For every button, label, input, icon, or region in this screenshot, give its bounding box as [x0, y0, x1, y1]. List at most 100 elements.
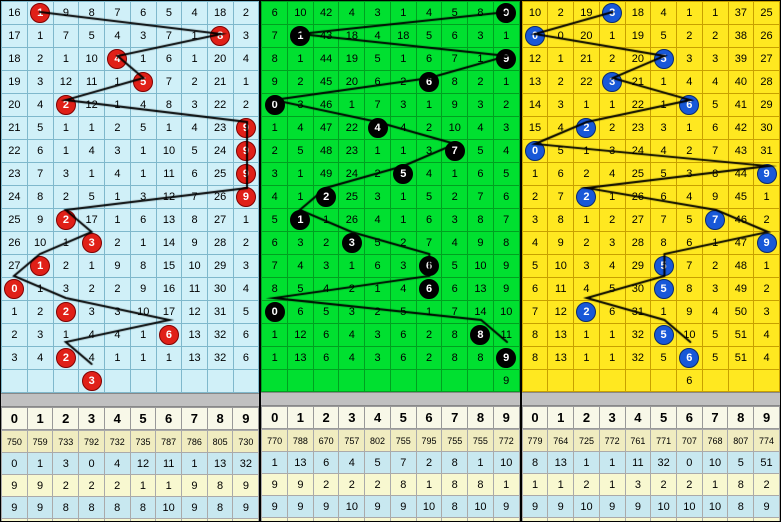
- main-cell: 4: [754, 347, 780, 370]
- stat-cell: 10: [416, 496, 442, 518]
- main-cell: 2: [390, 232, 416, 255]
- digit-header: 7: [182, 408, 208, 430]
- main-cell: 4: [702, 71, 728, 94]
- main-cell: 19: [2, 71, 28, 94]
- stat-cell: 51: [754, 452, 780, 474]
- digit-header: 3: [339, 407, 365, 429]
- stat-cell: 2: [574, 474, 600, 496]
- main-cell: 46: [728, 209, 754, 232]
- stat-cell: 805: [207, 431, 233, 453]
- stat-cell: 9: [2, 475, 28, 497]
- main-cell: 7: [262, 25, 288, 48]
- main-cell: 1: [156, 347, 182, 370]
- main-cell: 13: [468, 278, 494, 301]
- stat-cell: 9: [262, 496, 288, 518]
- main-cell: 2: [574, 186, 600, 209]
- stat-cell: 91: [339, 518, 365, 522]
- main-cell: 1: [79, 117, 105, 140]
- main-cell: 3: [130, 186, 156, 209]
- panel-ones: 1021931841137250020119522382612121220533…: [522, 1, 780, 522]
- main-cell: 3: [2, 347, 28, 370]
- trend-ball: 2: [56, 210, 76, 230]
- main-cell: [365, 370, 391, 392]
- trend-ball: 8: [210, 26, 230, 46]
- stat-cell: 0: [2, 453, 28, 475]
- main-cell: 26: [2, 232, 28, 255]
- main-cell: 3: [548, 94, 574, 117]
- main-cell: 5: [676, 209, 702, 232]
- main-cell: [442, 370, 468, 392]
- main-cell: 1: [702, 2, 728, 25]
- stat-cell: 74: [416, 518, 442, 522]
- stat-cell: 8: [468, 474, 494, 496]
- main-cell: 6: [416, 255, 442, 278]
- stat-cell: 1: [522, 474, 548, 496]
- stat-cell: 11: [625, 452, 651, 474]
- main-cell: 27: [2, 255, 28, 278]
- main-cell: 1: [468, 48, 494, 71]
- main-cell: 3: [365, 347, 391, 370]
- main-cell: 1: [390, 2, 416, 25]
- stat-cell: 1: [599, 474, 625, 496]
- main-cell: 48: [313, 140, 339, 163]
- main-cell: 5: [416, 186, 442, 209]
- main-cell: 23: [625, 117, 651, 140]
- main-cell: 2: [493, 94, 519, 117]
- main-cell: 10: [156, 140, 182, 163]
- main-cell: 1: [262, 324, 288, 347]
- main-cell: 1: [313, 209, 339, 232]
- main-cell: 18: [207, 2, 233, 25]
- main-cell: 2: [599, 117, 625, 140]
- main-cell: 1: [442, 163, 468, 186]
- main-cell: 5: [651, 163, 677, 186]
- digit-header: 1: [27, 408, 53, 430]
- main-cell: 4: [130, 94, 156, 117]
- stat-cell: 786: [182, 431, 208, 453]
- digit-header: 2: [53, 408, 79, 430]
- main-cell: 2: [288, 71, 314, 94]
- main-cell: 13: [548, 324, 574, 347]
- main-cell: 1: [651, 71, 677, 94]
- main-cell: 2: [182, 71, 207, 94]
- trend-ball: 9: [757, 233, 777, 253]
- main-cell: [2, 370, 28, 393]
- main-cell: 2: [27, 48, 53, 71]
- main-cell: 1: [599, 25, 625, 48]
- main-cell: 8: [79, 2, 105, 25]
- main-cell: 5: [651, 255, 677, 278]
- main-cell: 3: [390, 255, 416, 278]
- trend-ball: 7: [445, 141, 465, 161]
- main-cell: 3: [313, 255, 339, 278]
- main-cell: 7: [468, 186, 494, 209]
- main-cell: 50: [728, 301, 754, 324]
- main-cell: 1: [599, 347, 625, 370]
- main-cell: 6: [313, 347, 339, 370]
- stat-cell: 5: [728, 452, 754, 474]
- main-cell: 5: [651, 48, 677, 71]
- main-cell: [390, 370, 416, 392]
- stat-cell: 10: [651, 496, 677, 518]
- main-cell: 51: [728, 324, 754, 347]
- main-cell: 18: [390, 25, 416, 48]
- main-cell: 4: [522, 232, 548, 255]
- main-cell: 4: [365, 209, 391, 232]
- main-cell: 3: [599, 2, 625, 25]
- main-cell: 4: [233, 48, 259, 71]
- main-cell: 9: [548, 232, 574, 255]
- stat-cell: 788: [288, 430, 314, 452]
- stat-cell: 8: [442, 496, 468, 518]
- main-cell: 1: [676, 2, 702, 25]
- main-cell: 4: [493, 140, 519, 163]
- main-cell: 7: [416, 232, 442, 255]
- main-cell: 7: [365, 94, 391, 117]
- main-cell: 4: [79, 347, 105, 370]
- main-cell: 6: [313, 324, 339, 347]
- trend-ball: 9: [236, 164, 256, 184]
- main-cell: [599, 370, 625, 392]
- stat-cell: 2: [365, 474, 391, 496]
- stat-cell: 9: [754, 496, 780, 518]
- stat-cell: 2: [754, 474, 780, 496]
- stat-cell: 1: [262, 452, 288, 474]
- main-cell: 9: [493, 278, 519, 301]
- main-cell: 3: [522, 209, 548, 232]
